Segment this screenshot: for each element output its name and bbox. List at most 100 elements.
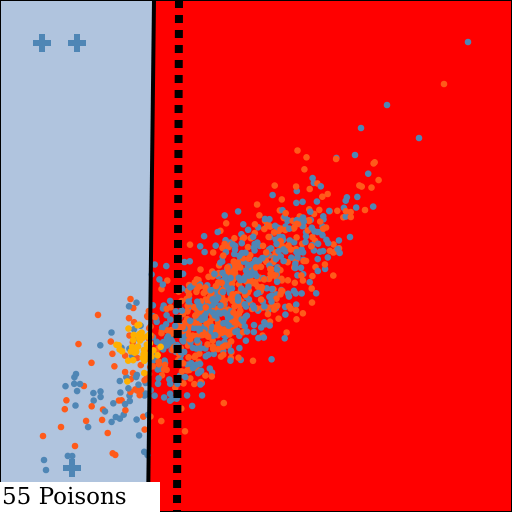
particle-dot (68, 452, 76, 460)
particle-dot (181, 428, 189, 435)
particle-dot (260, 334, 268, 341)
particle-dot (285, 302, 293, 310)
particle-dot (75, 340, 82, 348)
particle-dot (303, 154, 310, 161)
particle-dot (196, 243, 204, 250)
particle-dot (308, 224, 316, 231)
particle-dot (218, 258, 226, 265)
particle-dot (347, 208, 355, 216)
dashed-threshold-line (173, 0, 183, 512)
particle-dot (231, 319, 238, 326)
particle-dot (201, 311, 209, 319)
particle-dot (163, 311, 170, 319)
particle-dot (211, 331, 219, 339)
particle-dot (308, 285, 316, 292)
particle-dot (231, 303, 238, 310)
particle-dot (185, 354, 192, 361)
particle-dot (207, 286, 214, 294)
particle-dot (182, 373, 189, 381)
particle-dot (157, 343, 164, 351)
particle-dot (294, 253, 301, 261)
particle-dot (268, 356, 275, 363)
particle-dot (112, 451, 119, 459)
particle-dot (196, 360, 204, 368)
particle-dot (192, 312, 199, 320)
particle-dot (129, 336, 137, 344)
particle-dot (284, 277, 292, 284)
particle-dot (280, 257, 287, 265)
zone-border-line (146, 0, 156, 512)
particle-dot (72, 370, 80, 378)
particle-dot (294, 147, 301, 154)
particle-dot (156, 276, 163, 283)
particle-dot (127, 295, 134, 303)
particle-dot (293, 220, 301, 228)
particle-dot (364, 170, 372, 177)
particle-dot (223, 310, 231, 318)
particle-dot (151, 313, 159, 321)
particle-dot (140, 369, 148, 377)
particle-dot (205, 273, 212, 281)
particle-dot (323, 236, 330, 244)
particle-dot (155, 375, 162, 382)
particle-dot (210, 301, 217, 308)
particle-dot (193, 337, 201, 344)
particle-dot (118, 348, 126, 355)
particle-dot (135, 381, 142, 389)
particle-dot (110, 400, 117, 407)
particle-dot (178, 368, 186, 375)
particle-dot (181, 258, 188, 266)
particle-dot (117, 389, 124, 396)
particle-dot (154, 366, 162, 373)
particle-dot (268, 292, 276, 299)
particle-dot (319, 193, 326, 200)
particle-dot (227, 338, 235, 345)
particle-dot (190, 303, 198, 311)
particle-dot (163, 262, 170, 270)
particle-dot (133, 416, 140, 423)
particle-dot (194, 369, 202, 377)
particle-dot (209, 249, 217, 256)
particle-dot (234, 297, 242, 305)
particle-dot (351, 151, 359, 159)
particle-dot (212, 282, 220, 290)
particle-dot (369, 203, 377, 210)
particle-dot (71, 442, 79, 450)
particle-dot (260, 276, 268, 283)
particle-dot (210, 350, 218, 358)
particle-dot (368, 184, 375, 191)
particle-dot (272, 255, 280, 263)
particle-dot (254, 289, 262, 297)
particle-dot (94, 311, 102, 319)
particle-dot (185, 298, 192, 305)
particle-dot (164, 277, 171, 284)
particle-dot (241, 323, 249, 330)
particle-dot (264, 310, 272, 318)
particle-dot (291, 279, 299, 287)
particle-dot (252, 264, 260, 271)
particle-dot (130, 331, 137, 339)
particle-dot (302, 257, 310, 265)
particle-dot (225, 322, 232, 330)
particle-dot (98, 416, 106, 424)
particle-dot (141, 392, 148, 399)
particle-dot (229, 268, 237, 275)
particle-dot (238, 239, 246, 247)
particle-dot (180, 380, 187, 387)
particle-dot (257, 296, 265, 303)
particle-dot (122, 406, 129, 414)
particle-dot (125, 303, 133, 310)
particle-dot (298, 290, 306, 297)
particle-dot (121, 368, 129, 376)
particle-dot (258, 283, 266, 291)
particle-dot (172, 308, 180, 315)
particle-dot (301, 166, 308, 173)
particle-dot (220, 252, 227, 259)
particle-dot (256, 212, 263, 219)
particle-dot (219, 269, 226, 277)
poison-count-label: 55 Poisons (0, 482, 160, 512)
particle-dot (293, 199, 300, 207)
particle-dot (262, 249, 270, 256)
